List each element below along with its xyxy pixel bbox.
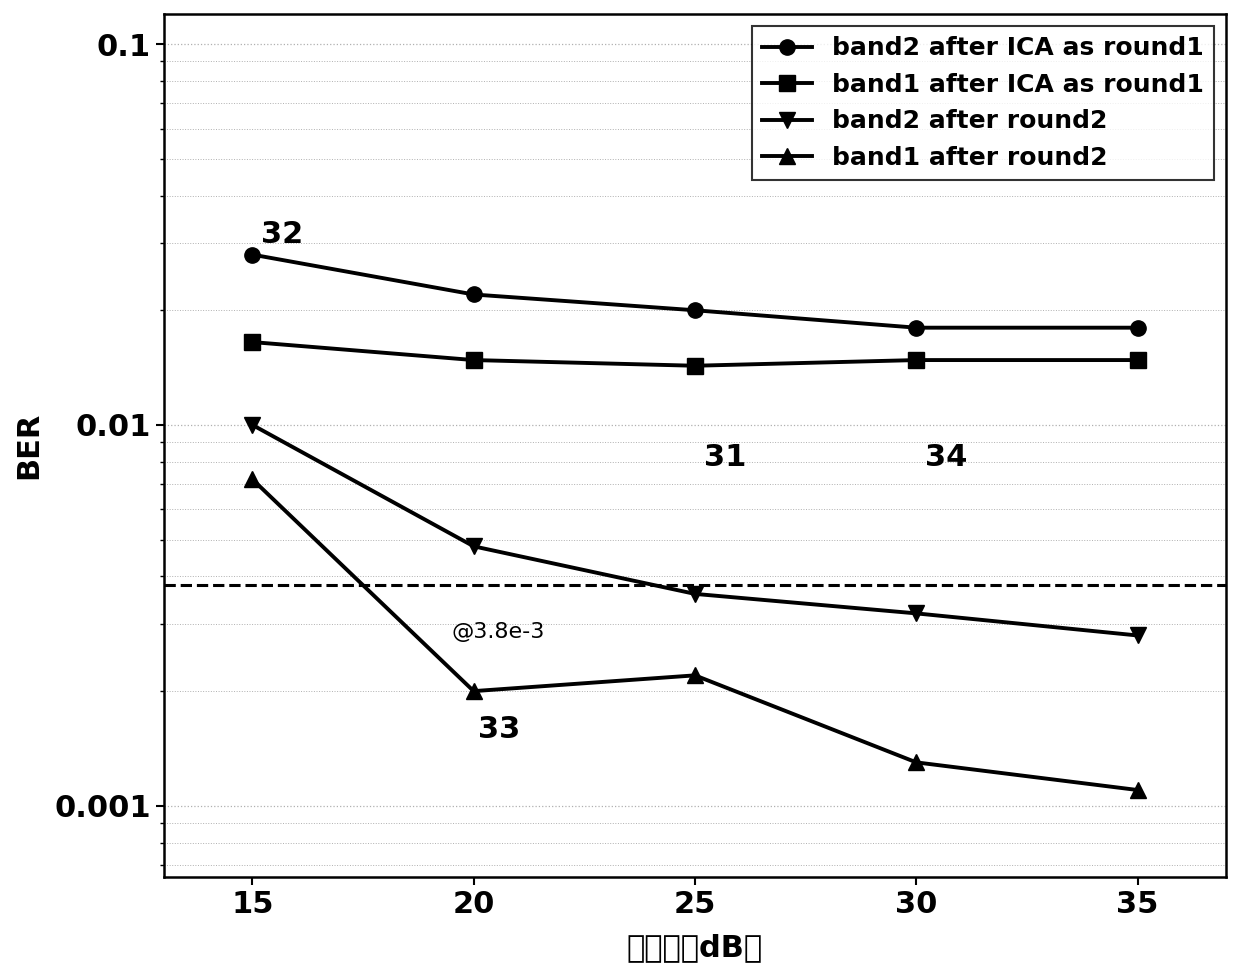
band2 after ICA as round1 <box>466 289 481 301</box>
Line: band2 after round2: band2 after round2 <box>244 418 1146 643</box>
band1 after ICA as round1 <box>246 336 260 347</box>
band1 after round2 <box>687 670 702 681</box>
band2 after round2 <box>909 607 924 619</box>
band2 after round2 <box>246 419 260 430</box>
band1 after ICA as round1 <box>466 354 481 366</box>
band2 after round2 <box>687 589 702 600</box>
band2 after ICA as round1 <box>1130 322 1145 334</box>
Legend: band2 after ICA as round1, band1 after ICA as round1, band2 after round2, band1 : band2 after ICA as round1, band1 after I… <box>751 26 1214 180</box>
Line: band2 after ICA as round1: band2 after ICA as round1 <box>244 247 1146 336</box>
band2 after round2 <box>1130 630 1145 641</box>
band2 after ICA as round1 <box>246 249 260 261</box>
Text: 34: 34 <box>925 443 967 472</box>
Text: 31: 31 <box>704 443 746 472</box>
band1 after round2 <box>246 473 260 485</box>
band2 after ICA as round1 <box>909 322 924 334</box>
band2 after ICA as round1 <box>687 305 702 316</box>
Y-axis label: BER: BER <box>14 412 43 479</box>
Text: 32: 32 <box>262 220 304 249</box>
Line: band1 after round2: band1 after round2 <box>244 471 1146 797</box>
Text: @3.8e-3: @3.8e-3 <box>451 622 544 642</box>
band2 after round2 <box>466 541 481 552</box>
band1 after round2 <box>909 756 924 768</box>
band1 after round2 <box>466 685 481 697</box>
band1 after round2 <box>1130 784 1145 795</box>
band1 after ICA as round1 <box>687 360 702 372</box>
band1 after ICA as round1 <box>1130 354 1145 366</box>
band1 after ICA as round1 <box>909 354 924 366</box>
Text: 33: 33 <box>479 715 521 745</box>
Line: band1 after ICA as round1: band1 after ICA as round1 <box>244 335 1146 374</box>
X-axis label: 信噪比（dB）: 信噪比（dB） <box>627 933 763 962</box>
